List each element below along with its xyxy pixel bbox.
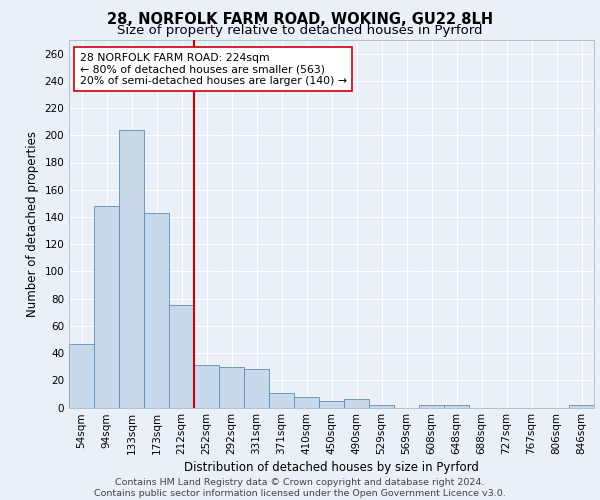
Bar — [219, 366, 244, 408]
Text: 28, NORFOLK FARM ROAD, WOKING, GU22 8LH: 28, NORFOLK FARM ROAD, WOKING, GU22 8LH — [107, 12, 493, 28]
X-axis label: Distribution of detached houses by size in Pyrford: Distribution of detached houses by size … — [184, 462, 479, 474]
Bar — [344, 400, 369, 407]
Text: Size of property relative to detached houses in Pyrford: Size of property relative to detached ho… — [117, 24, 483, 37]
Text: 28 NORFOLK FARM ROAD: 224sqm
← 80% of detached houses are smaller (563)
20% of s: 28 NORFOLK FARM ROAD: 224sqm ← 80% of de… — [79, 53, 347, 86]
Bar — [319, 400, 344, 407]
Text: Contains HM Land Registry data © Crown copyright and database right 2024.
Contai: Contains HM Land Registry data © Crown c… — [94, 478, 506, 498]
Bar — [369, 405, 394, 407]
Bar — [419, 405, 444, 407]
Bar — [269, 392, 294, 407]
Bar — [144, 213, 169, 408]
Y-axis label: Number of detached properties: Number of detached properties — [26, 130, 39, 317]
Bar — [94, 206, 119, 408]
Bar — [69, 344, 94, 407]
Bar — [569, 405, 594, 407]
Bar — [244, 370, 269, 408]
Bar — [119, 130, 144, 407]
Bar — [294, 396, 319, 407]
Bar — [194, 366, 219, 408]
Bar — [444, 405, 469, 407]
Bar — [169, 306, 194, 408]
